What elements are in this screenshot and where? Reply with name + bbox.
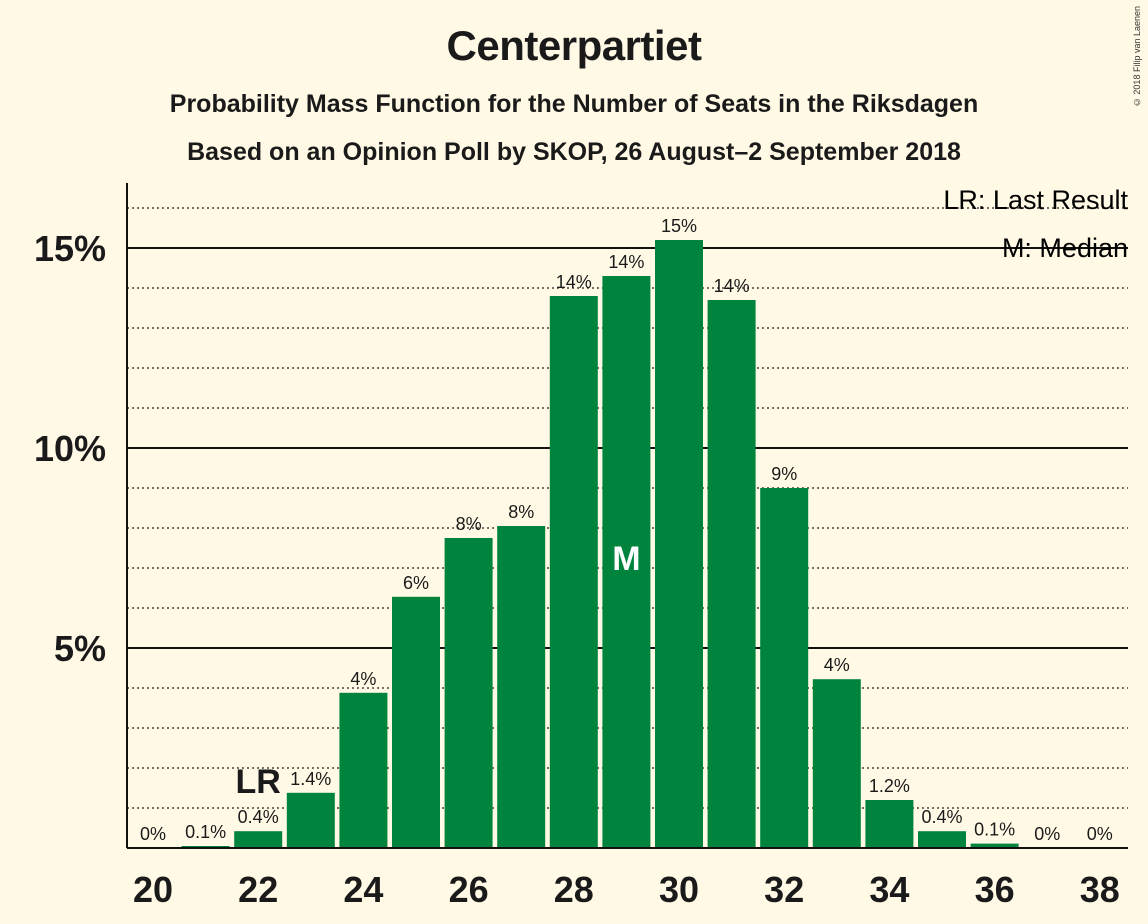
bar-seat-28	[549, 296, 598, 848]
bar-seat-33	[812, 679, 861, 848]
bar-seat-26	[444, 538, 493, 848]
x-tick-label: 28	[554, 869, 594, 910]
x-tick-label: 26	[449, 869, 489, 910]
x-tick-label: 30	[659, 869, 699, 910]
x-tick-label: 20	[133, 869, 173, 910]
bar-value-label: 4%	[824, 655, 850, 675]
x-tick-label: 34	[869, 869, 909, 910]
chart-subtitle: Probability Mass Function for the Number…	[169, 90, 979, 118]
bar-seat-30	[655, 240, 703, 848]
x-tick-label: 36	[975, 869, 1015, 910]
bar-series: 0% 0.1% 0.4% LR 1.4% 4% 6% 8% 8% 14% 14% M 15% 14% 9% 4…	[140, 216, 1113, 848]
bar-value-label: 9%	[771, 464, 797, 484]
chart-title: Centerpartiet	[446, 22, 702, 69]
bar-seat-24	[339, 692, 388, 848]
bar-value-label: 8%	[508, 502, 534, 522]
x-tick-label: 32	[764, 869, 804, 910]
median-marker: M	[612, 540, 640, 578]
bar-seat-35	[918, 831, 966, 848]
bar-seat-34	[865, 800, 914, 848]
chart-subtitle-source: Based on an Opinion Poll by SKOP, 26 Aug…	[187, 138, 961, 166]
bar-value-label: 0.1%	[185, 822, 226, 842]
legend: LR: Last Result M: Median	[943, 185, 1128, 263]
bar-seat-29	[602, 276, 651, 848]
bar-seat-22	[234, 831, 283, 848]
bar-seat-27	[497, 526, 546, 848]
bar-value-label: 14%	[556, 272, 592, 292]
bar-value-label: 14%	[714, 276, 750, 296]
bar-value-label: 0.4%	[921, 807, 962, 827]
axes: 20 22 24 26 28 30 32 34 36 38	[126, 183, 1128, 910]
bar-value-label: 1.4%	[290, 769, 331, 789]
y-tick-label: 5%	[54, 628, 106, 669]
x-tick-label: 24	[343, 869, 383, 910]
bar-value-label: 0.1%	[974, 820, 1015, 840]
bar-value-label: 0.4%	[238, 807, 279, 827]
x-tick-label: 22	[238, 869, 278, 910]
bar-value-label: 0%	[140, 824, 166, 844]
bar-value-label: 14%	[608, 252, 644, 272]
bar-seat-31	[707, 300, 756, 848]
bar-seat-25	[392, 596, 440, 848]
y-tick-label: 10%	[34, 428, 106, 469]
bar-value-label: 15%	[661, 216, 697, 236]
legend-last-result: LR: Last Result	[943, 185, 1128, 215]
bar-seat-32	[760, 488, 809, 848]
bar-value-label: 4%	[350, 669, 376, 689]
y-tick-label: 15%	[34, 228, 106, 269]
bar-value-label: 0%	[1087, 824, 1113, 844]
bar-value-label: 8%	[456, 514, 482, 534]
bar-value-label: 6%	[403, 573, 429, 593]
bar-seat-36	[970, 843, 1019, 848]
bar-seat-23	[286, 792, 335, 848]
bar-value-label: 0%	[1034, 824, 1060, 844]
legend-median: M: Median	[1002, 233, 1128, 263]
x-tick-label: 38	[1080, 869, 1120, 910]
bar-value-label: 1.2%	[869, 776, 910, 796]
last-result-marker: LR	[236, 763, 281, 801]
